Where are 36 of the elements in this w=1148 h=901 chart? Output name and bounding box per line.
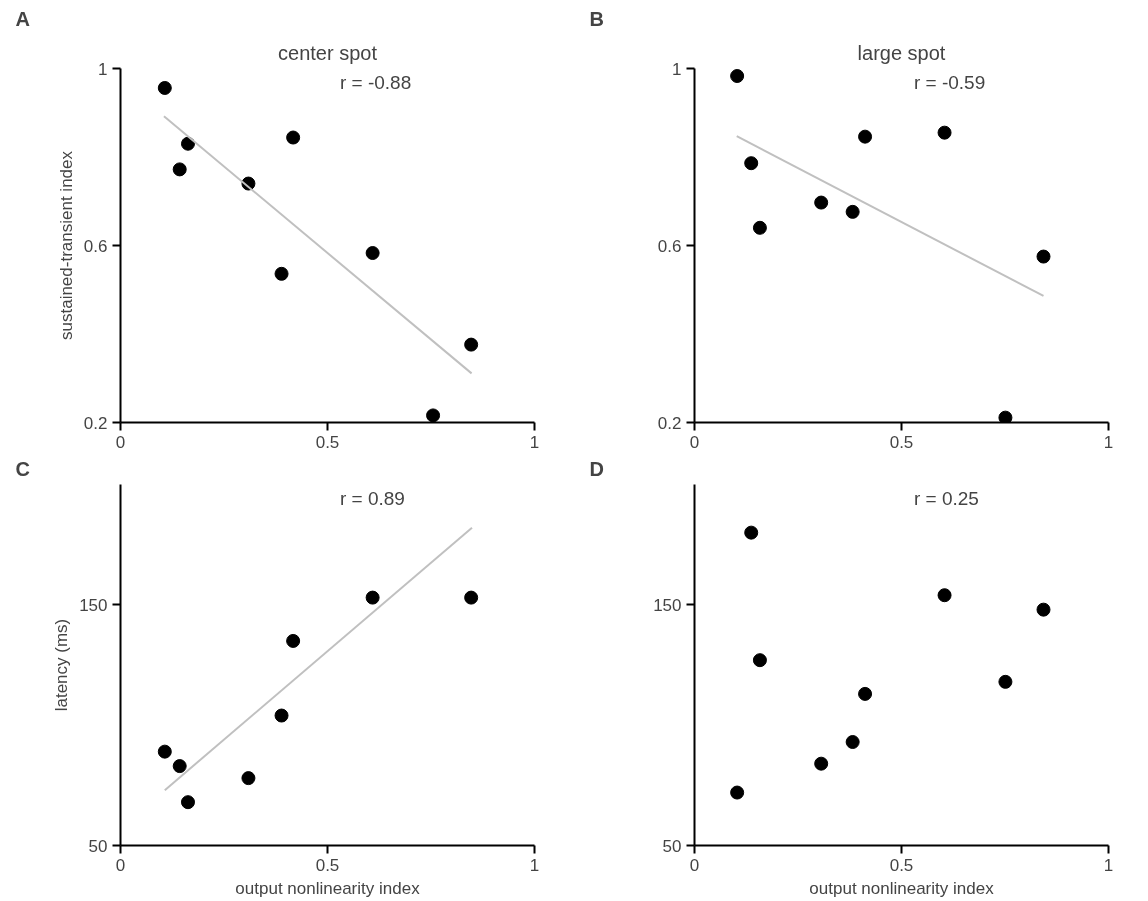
x-tick-label: 1 — [1103, 855, 1114, 875]
x-tick-label: 0.5 — [315, 855, 340, 875]
y-tick-label: 0.2 — [657, 413, 682, 433]
annotation: r = 0.25 — [913, 488, 979, 510]
x-tick-label: 0 — [689, 855, 700, 875]
y-tick-label: 50 — [662, 836, 682, 856]
y-tick-label: 1 — [672, 59, 682, 79]
x-tick-label: 0 — [115, 855, 126, 875]
x-tick-label: 1 — [529, 855, 540, 875]
x-tick-label: 0.5 — [889, 432, 914, 452]
x-tick-label: 0.5 — [315, 432, 340, 452]
y-tick-label: 150 — [79, 595, 108, 615]
y-tick-label: 50 — [88, 836, 108, 856]
x-tick-label: 0.5 — [889, 855, 914, 875]
chart-title: A — [15, 7, 30, 30]
x-tick-label: 0 — [115, 432, 126, 452]
x-tick-label: 1 — [529, 432, 540, 452]
x-tick-label: 0 — [689, 432, 700, 452]
annotation: r = -0.88 — [339, 72, 412, 94]
y-axis-title: sustained-transient index — [56, 150, 76, 340]
annotation: r = -0.59 — [913, 72, 986, 94]
y-tick-label: 0.6 — [83, 236, 108, 256]
annotation: r = 0.89 — [339, 488, 405, 510]
x-axis-title: output nonlinearity index — [809, 878, 995, 898]
y-axis-title: latency (ms) — [52, 618, 72, 712]
y-tick-label: 0.2 — [83, 413, 108, 433]
y-tick-label: 1 — [98, 59, 108, 79]
chart-title: B — [589, 7, 604, 30]
x-tick-label: 1 — [1103, 432, 1114, 452]
y-tick-label: 150 — [653, 595, 682, 615]
chart-subtitle: large spot — [857, 41, 946, 64]
chart-subtitle: center spot — [278, 41, 378, 64]
y-tick-label: 0.6 — [657, 236, 682, 256]
x-axis-title: output nonlinearity index — [235, 878, 421, 898]
chart-title: D — [589, 457, 604, 480]
chart-title: C — [15, 457, 30, 480]
